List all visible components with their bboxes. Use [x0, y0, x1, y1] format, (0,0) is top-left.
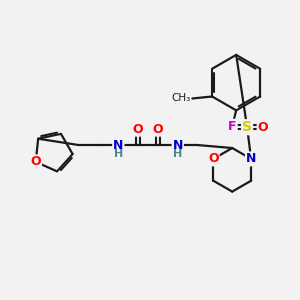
Text: N: N	[172, 139, 183, 152]
Text: H: H	[114, 149, 123, 159]
Text: O: O	[133, 123, 143, 136]
Text: F: F	[228, 120, 236, 133]
Text: O: O	[258, 121, 268, 134]
Text: N: N	[246, 152, 256, 165]
Text: N: N	[113, 139, 124, 152]
Text: O: O	[153, 123, 163, 136]
Text: O: O	[30, 155, 41, 168]
Text: S: S	[242, 120, 252, 134]
Text: O: O	[226, 121, 237, 134]
Text: CH₃: CH₃	[171, 94, 190, 103]
Text: O: O	[208, 152, 219, 165]
Text: H: H	[173, 149, 182, 159]
